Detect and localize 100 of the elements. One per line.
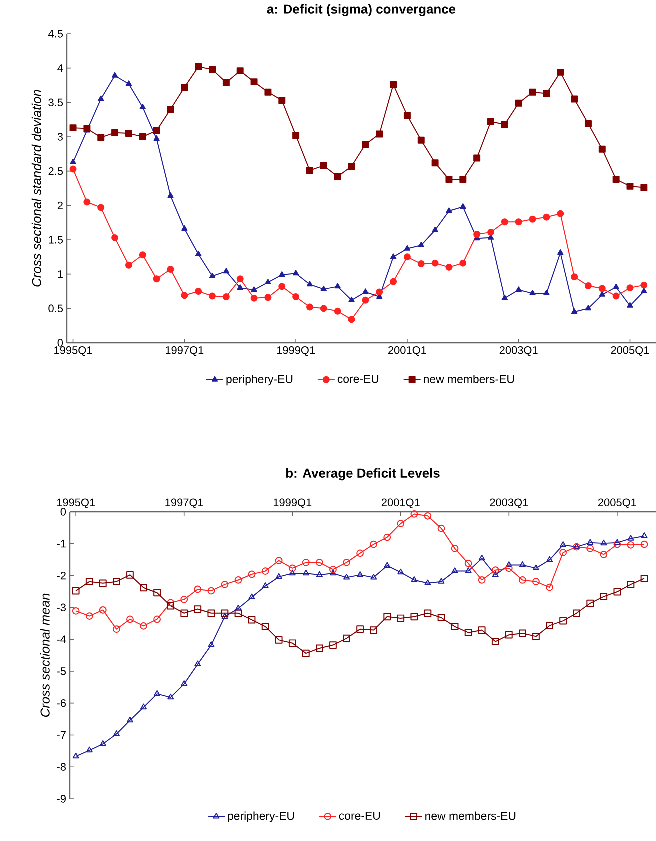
point <box>501 121 508 128</box>
point <box>584 282 592 290</box>
point <box>140 622 148 630</box>
x-tick-label: 2001Q1 <box>382 498 420 508</box>
point <box>306 167 314 174</box>
point <box>86 746 93 753</box>
point <box>397 520 405 528</box>
point <box>140 584 148 592</box>
y-tick-label: -6 <box>57 699 66 708</box>
y-tick-label: -2 <box>57 572 66 580</box>
point <box>209 272 216 278</box>
point <box>126 716 134 723</box>
point <box>316 644 324 652</box>
point <box>234 576 242 584</box>
point <box>221 581 229 588</box>
point <box>586 600 594 608</box>
point <box>384 613 392 621</box>
point <box>112 234 119 242</box>
x-tick-label: 1995Q1 <box>54 346 92 356</box>
legend-label: periphery-EU <box>228 812 294 822</box>
point <box>585 305 592 311</box>
point <box>438 524 446 532</box>
legend-label: core-EU <box>339 812 380 820</box>
legend-label: new members-EU <box>424 374 514 384</box>
point <box>84 198 91 206</box>
x-tick-label: 2001Q1 <box>388 346 426 356</box>
point <box>357 571 364 578</box>
point <box>404 245 411 251</box>
point <box>196 250 202 256</box>
point <box>640 574 648 582</box>
point <box>404 254 411 261</box>
point <box>250 294 258 302</box>
y-tick-label: 2 <box>58 202 63 210</box>
point <box>125 130 132 138</box>
point <box>343 559 350 566</box>
point <box>154 589 161 597</box>
point <box>278 97 286 104</box>
point <box>571 308 578 314</box>
point <box>600 593 608 601</box>
point <box>362 141 370 148</box>
y-tick-label: -9 <box>57 795 66 803</box>
chart-title: b: Average Deficit Levels <box>286 468 440 481</box>
point <box>598 285 606 292</box>
y-tick-label: 1 <box>58 270 63 278</box>
point <box>288 640 296 648</box>
point <box>168 192 174 198</box>
point <box>292 293 300 300</box>
point <box>236 68 244 75</box>
point <box>279 272 286 278</box>
point <box>70 158 76 164</box>
point <box>99 606 107 614</box>
point <box>626 284 634 292</box>
point <box>70 166 77 173</box>
point <box>278 283 286 290</box>
point <box>586 544 594 552</box>
point <box>502 294 508 300</box>
point <box>571 96 578 103</box>
point <box>234 610 242 618</box>
point <box>167 106 174 114</box>
point <box>356 550 364 558</box>
point <box>302 559 310 566</box>
point <box>262 568 270 575</box>
point <box>140 704 148 710</box>
point <box>167 602 175 610</box>
point <box>248 570 256 578</box>
point <box>139 134 146 140</box>
point <box>370 626 378 634</box>
y-tick-label: 0.5 <box>48 304 64 313</box>
point <box>302 650 310 658</box>
point <box>248 616 256 624</box>
point <box>460 260 467 267</box>
point <box>306 281 314 287</box>
point <box>492 638 500 646</box>
point <box>222 293 230 300</box>
point <box>640 540 648 548</box>
point <box>465 568 472 574</box>
point <box>432 260 439 267</box>
point <box>112 129 119 136</box>
point <box>126 616 134 624</box>
point <box>251 286 258 292</box>
point <box>384 534 392 542</box>
point <box>640 184 648 192</box>
point <box>464 629 472 637</box>
point <box>182 226 188 231</box>
point <box>474 231 481 238</box>
point <box>627 541 635 549</box>
point <box>223 268 230 274</box>
point <box>72 607 80 615</box>
point <box>100 740 106 746</box>
point <box>208 587 216 595</box>
point <box>248 594 256 600</box>
point <box>418 242 424 248</box>
point <box>571 274 578 281</box>
point <box>194 586 202 594</box>
point <box>140 104 146 110</box>
point <box>532 632 540 640</box>
point <box>289 570 296 576</box>
point <box>390 254 397 260</box>
point <box>640 282 648 289</box>
point <box>573 610 581 618</box>
